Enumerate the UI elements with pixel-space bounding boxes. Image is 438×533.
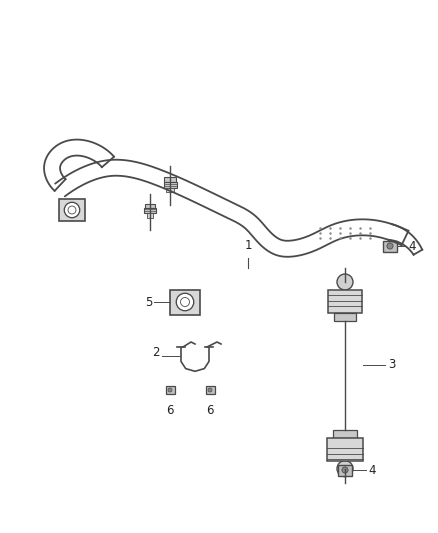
- Text: 6: 6: [206, 404, 214, 417]
- Text: 6: 6: [166, 404, 174, 417]
- FancyBboxPatch shape: [383, 240, 397, 252]
- Circle shape: [342, 467, 348, 473]
- Circle shape: [208, 388, 212, 392]
- FancyBboxPatch shape: [327, 438, 363, 461]
- FancyBboxPatch shape: [166, 188, 173, 192]
- FancyBboxPatch shape: [205, 386, 215, 393]
- Text: 4: 4: [368, 464, 375, 477]
- FancyBboxPatch shape: [338, 464, 352, 475]
- Text: 5: 5: [145, 295, 152, 309]
- FancyBboxPatch shape: [144, 208, 156, 213]
- FancyBboxPatch shape: [334, 313, 356, 321]
- FancyBboxPatch shape: [59, 199, 85, 221]
- Text: 2: 2: [152, 345, 160, 359]
- FancyBboxPatch shape: [166, 386, 174, 393]
- Circle shape: [387, 243, 393, 249]
- FancyBboxPatch shape: [145, 204, 155, 208]
- Circle shape: [337, 274, 353, 290]
- Text: 3: 3: [388, 359, 396, 372]
- FancyBboxPatch shape: [333, 430, 357, 438]
- Text: 1: 1: [244, 239, 252, 252]
- Circle shape: [168, 388, 172, 392]
- Text: 4: 4: [408, 239, 416, 253]
- Circle shape: [337, 461, 353, 477]
- FancyBboxPatch shape: [163, 182, 177, 188]
- FancyBboxPatch shape: [147, 213, 153, 217]
- FancyBboxPatch shape: [170, 289, 200, 314]
- FancyBboxPatch shape: [164, 177, 176, 182]
- FancyBboxPatch shape: [328, 290, 362, 313]
- Circle shape: [176, 293, 194, 311]
- Circle shape: [64, 203, 80, 217]
